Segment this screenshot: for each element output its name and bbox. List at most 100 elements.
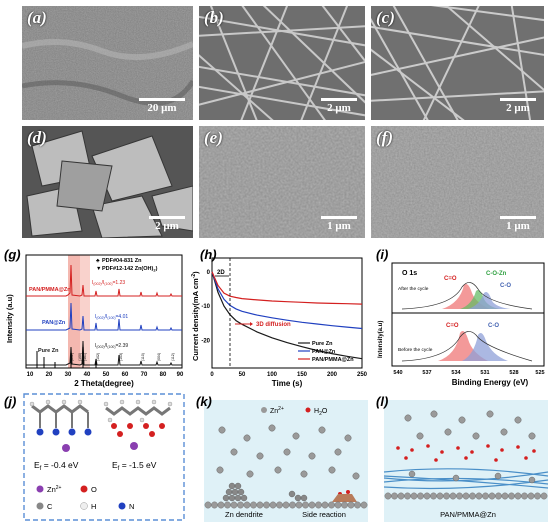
zn-substrate-atom	[482, 492, 489, 500]
plot-frame	[211, 257, 363, 369]
scale-bar-b: 2 μm	[321, 98, 357, 114]
legend-znoh: PDF#12-142 Zn(OH)2)	[102, 266, 158, 273]
plot-frame	[391, 262, 545, 367]
g-xtick: 40	[84, 372, 91, 378]
legend-zn-text: Zn2+	[47, 485, 62, 494]
h-xtick: 50	[239, 372, 246, 378]
panel-f: (f) 1 μm	[371, 126, 544, 238]
peak-label: (102)	[96, 353, 100, 361]
scale-bar-c: 2 μm	[500, 98, 536, 114]
zn-substrate-atom	[295, 501, 303, 509]
zn-substrate-atom	[404, 492, 411, 500]
h-ytick: -10	[201, 304, 210, 310]
sem-image-c	[371, 6, 544, 120]
zn-substrate-atom	[334, 501, 342, 509]
panel-e: (e) 1 μm	[199, 126, 365, 238]
atom-legend: Zn2+ O C H N	[36, 485, 134, 511]
zn-substrate-atom	[527, 492, 535, 500]
panel-b-label: (b)	[204, 8, 224, 27]
zn-atom-left	[62, 444, 70, 452]
scale-text-f: 1 μm	[506, 220, 530, 232]
panel-e-label: (e)	[204, 128, 223, 147]
peak-label: (002)	[70, 353, 74, 361]
zn-substrate-atom	[341, 501, 348, 509]
zn-ion-legend-icon	[261, 407, 267, 413]
legend-zn-dot	[36, 485, 44, 493]
peak-label: (004)	[157, 353, 161, 361]
c-o-before: C-O	[488, 323, 499, 329]
trace-pan-pmma	[26, 264, 182, 297]
ratio-pure-zn: I(002)/I(100)=2.39	[95, 343, 128, 349]
label-pure-zn: Pure Zn	[38, 348, 59, 354]
zn-ions	[404, 410, 536, 440]
panel-h: (h) 2D 3D diffusion Pure Zn PAN@Zn PAN/P…	[190, 243, 370, 388]
label-pan: PAN@Zn	[42, 320, 66, 326]
ratio-pan-pmma: I(002)/I(100)=1.23	[92, 280, 125, 286]
h-xticks: 0 50 100 150 200 250	[210, 372, 367, 378]
zn-dendrite-label: Zn dendrite	[225, 510, 263, 519]
highlight-band-002	[68, 255, 80, 368]
g-xtick: 20	[46, 372, 53, 378]
plot-frame	[25, 254, 183, 369]
zn-substrate-atom	[354, 501, 361, 509]
zn-ion-legend: Zn2+	[270, 406, 284, 415]
zn-substrate-atom	[230, 501, 238, 509]
zn-substrate-atom	[417, 492, 424, 500]
scale-bar-f: 1 μm	[500, 216, 536, 232]
zn-substrate-atom	[443, 492, 450, 500]
zn-substrate-atom	[321, 501, 329, 509]
g-xtick: 90	[177, 372, 184, 378]
zn-substrate-atom	[449, 492, 457, 500]
zn-substrate-atom	[501, 492, 509, 500]
schematic-bare-zn: (k) Zn2+ H2O Zn dendrite Side reaction	[196, 394, 368, 522]
panel-j: (j) Ef = -0.4 eV Ef = -1.5 eV Zn2+ O C	[0, 390, 190, 524]
panel-i: (i) O 1s After the cycle C=O C-O-Zn C-O …	[372, 243, 550, 388]
panel-k-label: (k)	[196, 394, 212, 409]
scale-text-e: 1 μm	[327, 220, 351, 232]
legend-c-text: C	[47, 502, 53, 511]
h-xtick: 200	[327, 372, 338, 378]
i-xlabel: Binding Energy (eV)	[452, 378, 529, 387]
legend-pan: PAN@Zn	[312, 349, 336, 355]
side-reaction-label: Side reaction	[302, 510, 346, 519]
water-legend: H2O	[314, 408, 328, 417]
zn-substrate-atom	[521, 492, 528, 500]
after-label: After the cycle	[398, 286, 429, 292]
zn-substrate-atom	[488, 492, 496, 500]
i-xtick: 540	[393, 370, 402, 376]
zn-substrate-atom	[250, 501, 257, 509]
peak-label: (103)	[119, 353, 123, 361]
h-ytick: 0	[207, 270, 211, 276]
ca-series-group	[211, 271, 363, 360]
ratio-pan: I(002)/I(100)=4.01	[95, 314, 128, 320]
scale-bar-e: 1 μm	[321, 216, 357, 232]
c-eq-o-after: C=O	[444, 276, 457, 282]
peak-label: (100)	[78, 353, 82, 361]
molecule-pan	[29, 399, 92, 452]
zn-substrate-atom	[347, 501, 355, 509]
zn-substrate-atom	[282, 501, 290, 509]
c-o-after: C-O	[500, 283, 511, 289]
sem-image-d	[22, 126, 193, 238]
ann-3d: 3D diffusion	[256, 322, 291, 328]
sem-image-a	[22, 6, 193, 120]
i-xticks: 540 537 534 531 528 525	[393, 370, 544, 376]
g-xticks: 10 20 30 40 50 60 70 80 90	[27, 372, 184, 378]
zn-atom-right	[130, 442, 138, 450]
water-molecules	[396, 444, 536, 462]
peak-label: (110)	[141, 353, 145, 361]
h-xtick: 100	[267, 372, 278, 378]
panel-h-label: (h)	[200, 247, 217, 262]
panel-a-label: (a)	[27, 8, 47, 27]
zn-substrate-atom	[204, 501, 212, 509]
envelope-before	[401, 331, 533, 362]
legend-pure-zn: Pure Zn	[312, 341, 333, 347]
legend-o-text: O	[91, 485, 97, 494]
peak-label: (101)	[83, 353, 87, 361]
g-xtick: 80	[160, 372, 167, 378]
i-xtick: 528	[509, 370, 518, 376]
zn-substrate	[204, 501, 368, 509]
peak-c-o-before	[462, 333, 508, 361]
zn-substrate-atom	[456, 492, 463, 500]
series-line-pure-zn	[211, 271, 363, 360]
